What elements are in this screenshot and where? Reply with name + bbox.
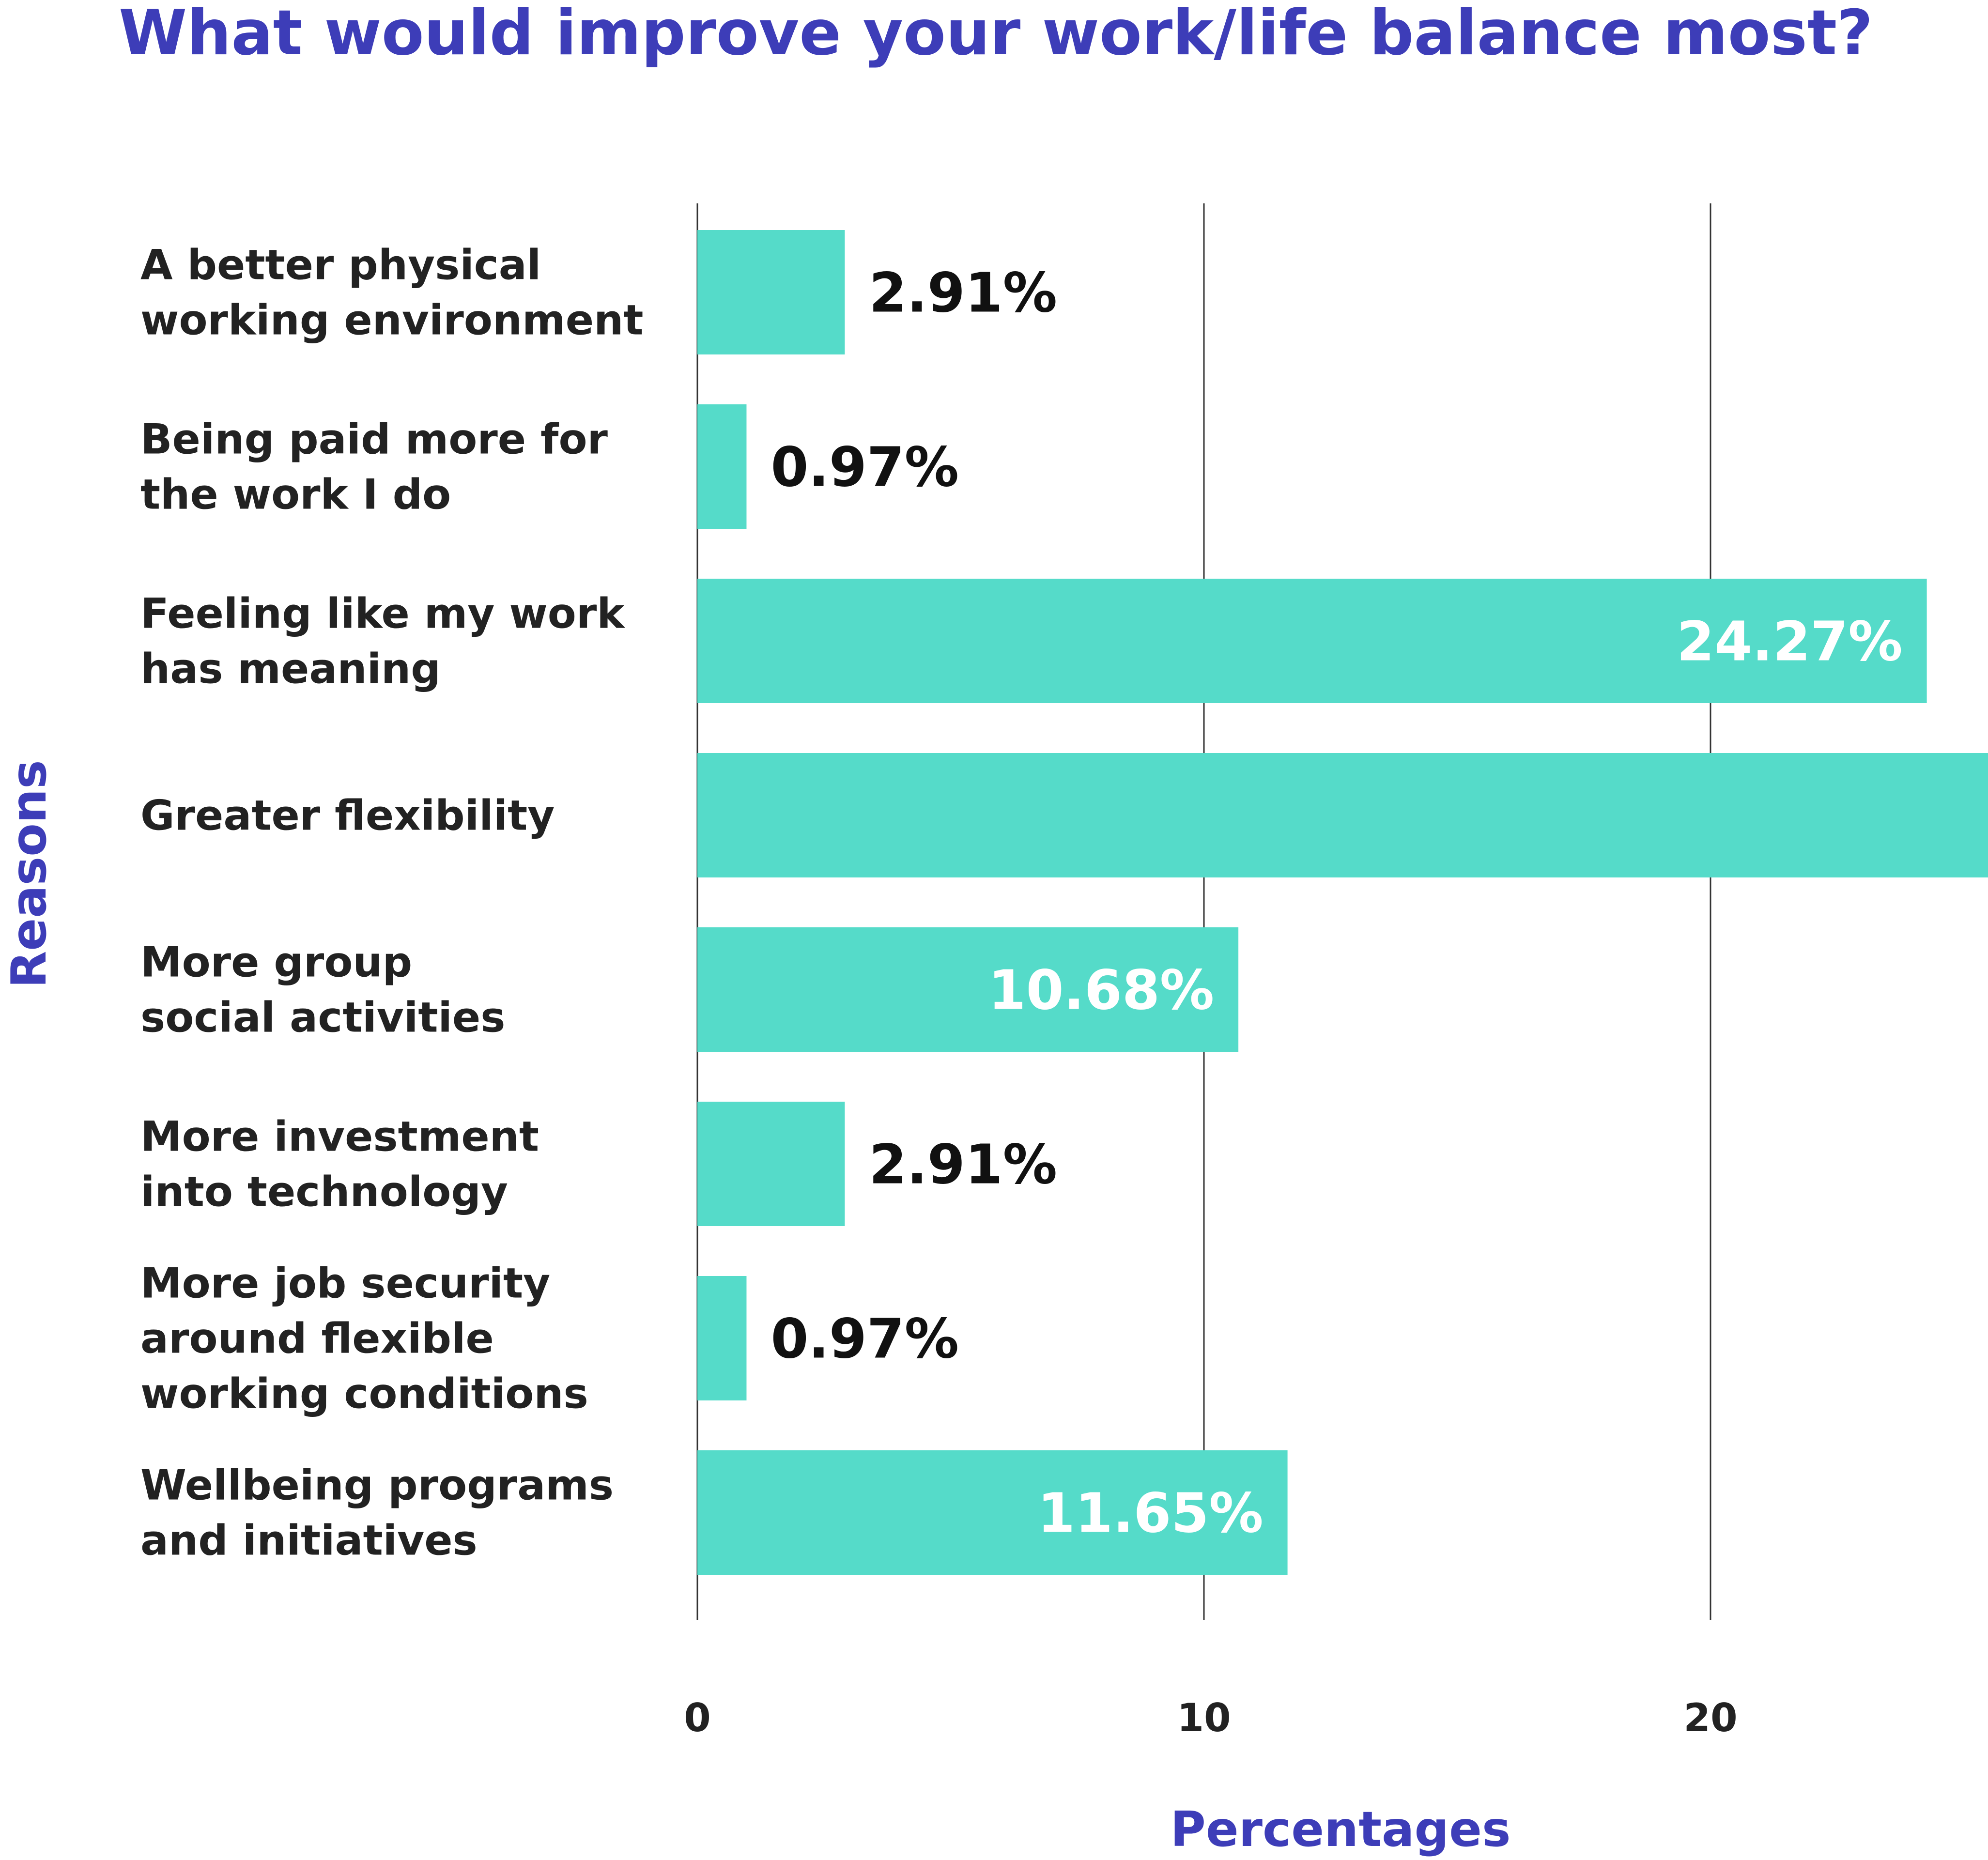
bars: 2.91%0.97%24.27%45.63%10.68%2.91%0.97%11… bbox=[697, 230, 1988, 1575]
category-label: A better physical working environment bbox=[140, 241, 643, 345]
x-tick-label: 0 bbox=[684, 1695, 711, 1740]
data-label: 0.97% bbox=[771, 436, 959, 499]
category-label: More job security around flexible working … bbox=[140, 1260, 588, 1418]
x-axis-title: Percentages bbox=[1171, 1801, 1511, 1858]
bar bbox=[697, 1102, 845, 1226]
category-label: Feeling like my work has meaning bbox=[140, 590, 625, 693]
data-label: 10.68% bbox=[988, 959, 1214, 1022]
data-label: 0.97% bbox=[771, 1308, 959, 1371]
data-label: 2.91% bbox=[869, 1134, 1057, 1197]
category-label: More investment into technology bbox=[140, 1113, 539, 1216]
bar bbox=[697, 1450, 1288, 1575]
x-tick-label: 10 bbox=[1177, 1695, 1231, 1740]
category-labels: A better physical working environment Bein… bbox=[140, 241, 643, 1565]
bar bbox=[697, 927, 1239, 1052]
bar bbox=[697, 1276, 747, 1400]
bar bbox=[697, 230, 845, 354]
y-axis-title: Reasons bbox=[0, 760, 57, 988]
category-label: Wellbeing programs and initiatives bbox=[140, 1461, 614, 1565]
bar bbox=[697, 579, 1927, 703]
x-tick-labels: 01020304050 bbox=[684, 1695, 1738, 1740]
data-label: 11.65% bbox=[1037, 1482, 1263, 1545]
data-label: 24.27% bbox=[1677, 611, 1902, 674]
bar bbox=[697, 753, 1988, 877]
category-label: More group social activities bbox=[140, 938, 505, 1042]
category-label: Being paid more for the work I do bbox=[140, 415, 608, 519]
x-tick-label: 20 bbox=[1683, 1695, 1737, 1740]
bar bbox=[697, 404, 747, 529]
gridlines bbox=[696, 203, 1711, 1620]
chart-title: What would improve your work/life balanc… bbox=[119, 0, 1873, 69]
data-label: 2.91% bbox=[869, 262, 1057, 325]
category-label: Greater flexibility bbox=[140, 792, 555, 840]
